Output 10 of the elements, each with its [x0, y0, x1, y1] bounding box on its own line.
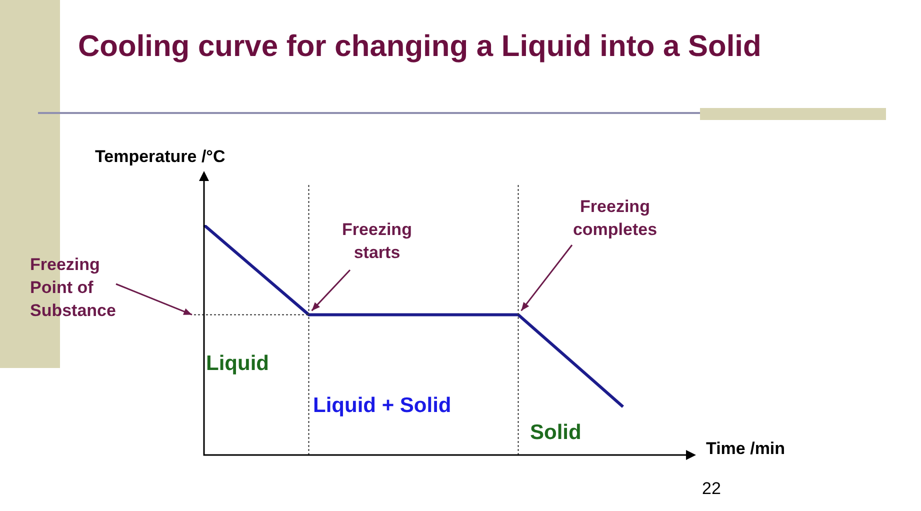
annotation: Liquid	[206, 352, 269, 375]
annotation: Freezing starts	[342, 220, 412, 262]
text: Freezing Point of Substance	[30, 255, 116, 320]
annotation: Liquid + Solid	[313, 394, 452, 417]
chart-title: Cooling curve for changing a Liquid into a Solid	[78, 29, 762, 65]
text: 22	[702, 479, 721, 498]
y-axis-title: Temperature /°C	[95, 147, 226, 166]
x-axis-title: Time /min	[706, 439, 786, 458]
annotation: Freezing completes	[572, 197, 658, 239]
annotation: Solid	[530, 421, 582, 444]
